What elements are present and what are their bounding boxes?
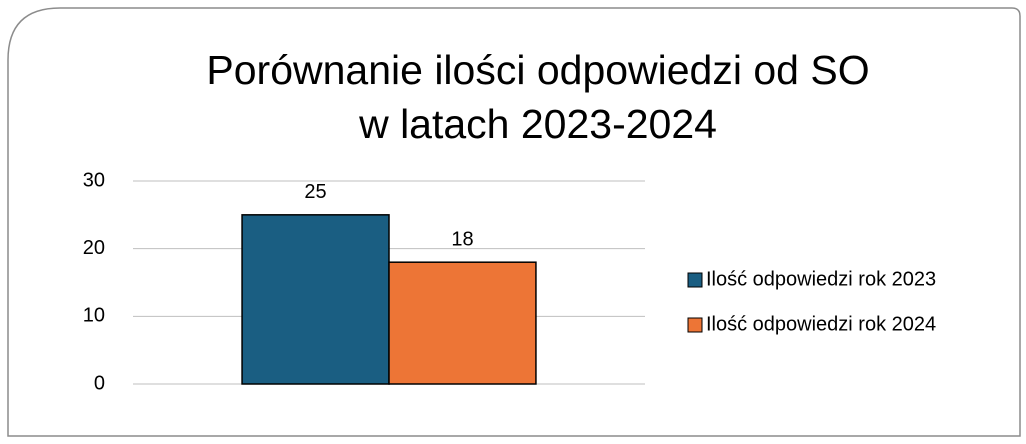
chart-title: Porównanie ilości odpowiedzi od SO: [206, 47, 869, 93]
legend-swatch: [687, 317, 703, 333]
bar: [388, 261, 537, 385]
y-tick-label: 0: [94, 372, 105, 394]
y-tick-label: 10: [83, 305, 105, 327]
chart-title: w latach 2023-2024: [358, 101, 717, 147]
data-label: 18: [451, 228, 473, 250]
data-label: 25: [304, 181, 326, 203]
y-tick-label: 30: [83, 169, 105, 191]
legend-label: Ilość odpowiedzi rok 2024: [706, 313, 936, 335]
legend-swatch: [687, 272, 703, 288]
y-tick-label: 20: [83, 237, 105, 259]
bar: [241, 214, 390, 385]
legend-label: Ilość odpowiedzi rok 2023: [706, 268, 936, 290]
